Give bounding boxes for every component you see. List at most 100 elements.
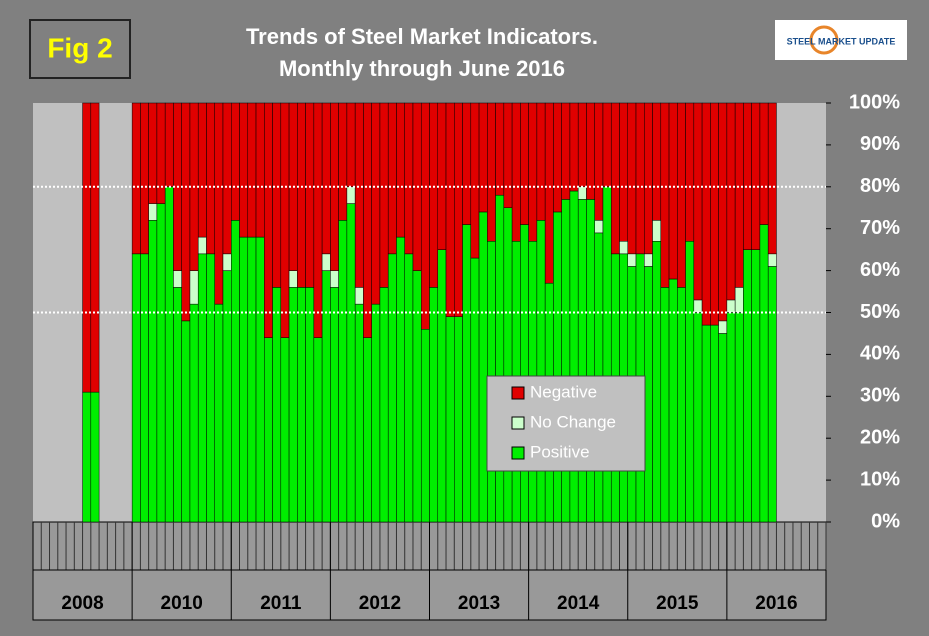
bar-segment [561, 199, 571, 523]
bar-segment [387, 253, 397, 523]
bar-segment [660, 102, 670, 288]
bar-segment [247, 102, 257, 238]
bar-segment [726, 299, 736, 313]
bar-segment [644, 266, 653, 523]
bar-segment [445, 102, 455, 317]
bar-segment [288, 287, 298, 523]
bar-segment [173, 270, 182, 288]
bar-segment [743, 249, 752, 523]
bar-segment [553, 102, 562, 213]
bar-segment [272, 287, 282, 523]
bar-segment [305, 102, 315, 288]
bar-segment [652, 241, 662, 523]
bar-segment [197, 236, 207, 255]
y-tick-label: 50% [860, 301, 900, 323]
bar-segment [594, 102, 604, 221]
y-tick-label: 60% [860, 259, 900, 281]
bar-segment [544, 102, 554, 284]
bar-segment [693, 312, 703, 523]
x-group-label: 2008 [61, 593, 103, 614]
bar-segment [726, 312, 736, 523]
bar-segment [569, 190, 579, 523]
bar-segment [594, 220, 604, 234]
bar-segment [751, 102, 761, 250]
bar-segment [346, 186, 356, 204]
bar-segment [462, 224, 472, 523]
bar-segment [156, 203, 166, 523]
bar-segment [313, 337, 323, 523]
bar-segment [429, 102, 439, 288]
y-tick-label: 20% [860, 426, 900, 448]
bar-segment [503, 102, 513, 208]
bar-segment [313, 102, 323, 338]
bar-segment [82, 102, 92, 393]
bar-segment [214, 303, 224, 523]
bar-segment [586, 102, 595, 200]
bar-segment [759, 224, 769, 523]
bar-segment [181, 320, 191, 523]
bar-segment [346, 102, 356, 188]
bar-segment [231, 102, 240, 221]
bar-segment [140, 253, 149, 523]
legend-label: Negative [530, 382, 597, 401]
y-tick-label: 100% [849, 91, 900, 113]
bar-segment [528, 102, 538, 242]
bar-segment [536, 220, 546, 523]
bar-segment [354, 102, 364, 288]
bar-segment [363, 102, 372, 338]
logo-box [775, 20, 907, 60]
bar-segment [619, 241, 628, 255]
bar-segment [536, 102, 546, 221]
bar-segment [437, 249, 447, 523]
bar-segment [751, 249, 761, 523]
bar-segment [693, 102, 703, 301]
y-tick-label: 30% [860, 385, 900, 407]
bar-segment [156, 102, 166, 204]
bar-segment [181, 102, 191, 322]
bar-segment [90, 391, 100, 523]
bar-segment [767, 266, 777, 523]
x-group-label: 2010 [161, 593, 203, 614]
bar-segment [726, 102, 736, 301]
legend-swatch [511, 386, 525, 400]
bar-segment [222, 270, 232, 523]
y-tick-label: 80% [860, 175, 900, 197]
y-tick-label: 0% [871, 510, 900, 532]
bar-segment [239, 102, 249, 238]
bar-segment [189, 270, 199, 305]
x-group-label: 2015 [656, 593, 699, 614]
x-group-label: 2016 [755, 593, 797, 614]
bar-segment [338, 102, 348, 221]
bar-segment [206, 253, 215, 523]
badge: Fig 2 [47, 32, 112, 63]
bar-segment [767, 102, 777, 255]
bar-segment [710, 102, 719, 326]
bar-segment [280, 102, 290, 338]
bar-segment [701, 324, 711, 523]
bar-segment [288, 270, 298, 288]
y-tick-label: 90% [860, 133, 900, 155]
bar-segment [379, 102, 389, 288]
bar-segment [685, 241, 695, 523]
bar-segment [677, 102, 686, 288]
bar-segment [346, 203, 356, 523]
bar-segment [231, 220, 240, 523]
bar-segment [305, 287, 315, 523]
bar-segment [454, 102, 463, 317]
x-group-label: 2011 [260, 593, 302, 614]
bar-segment [652, 102, 662, 221]
bar-segment [503, 207, 513, 523]
logo-swoosh [809, 25, 839, 55]
bar-segment [90, 102, 100, 393]
y-tick-label: 10% [860, 468, 900, 490]
bar-segment [734, 102, 744, 288]
bar-segment [693, 299, 703, 313]
bar-segment [610, 102, 620, 255]
bar-segment [627, 102, 637, 255]
bar-segment [148, 220, 158, 523]
bar-segment [577, 102, 587, 188]
bar-segment [495, 102, 505, 196]
bar-segment [743, 102, 752, 250]
bar-segment [404, 253, 414, 523]
bar-segment [206, 102, 215, 255]
